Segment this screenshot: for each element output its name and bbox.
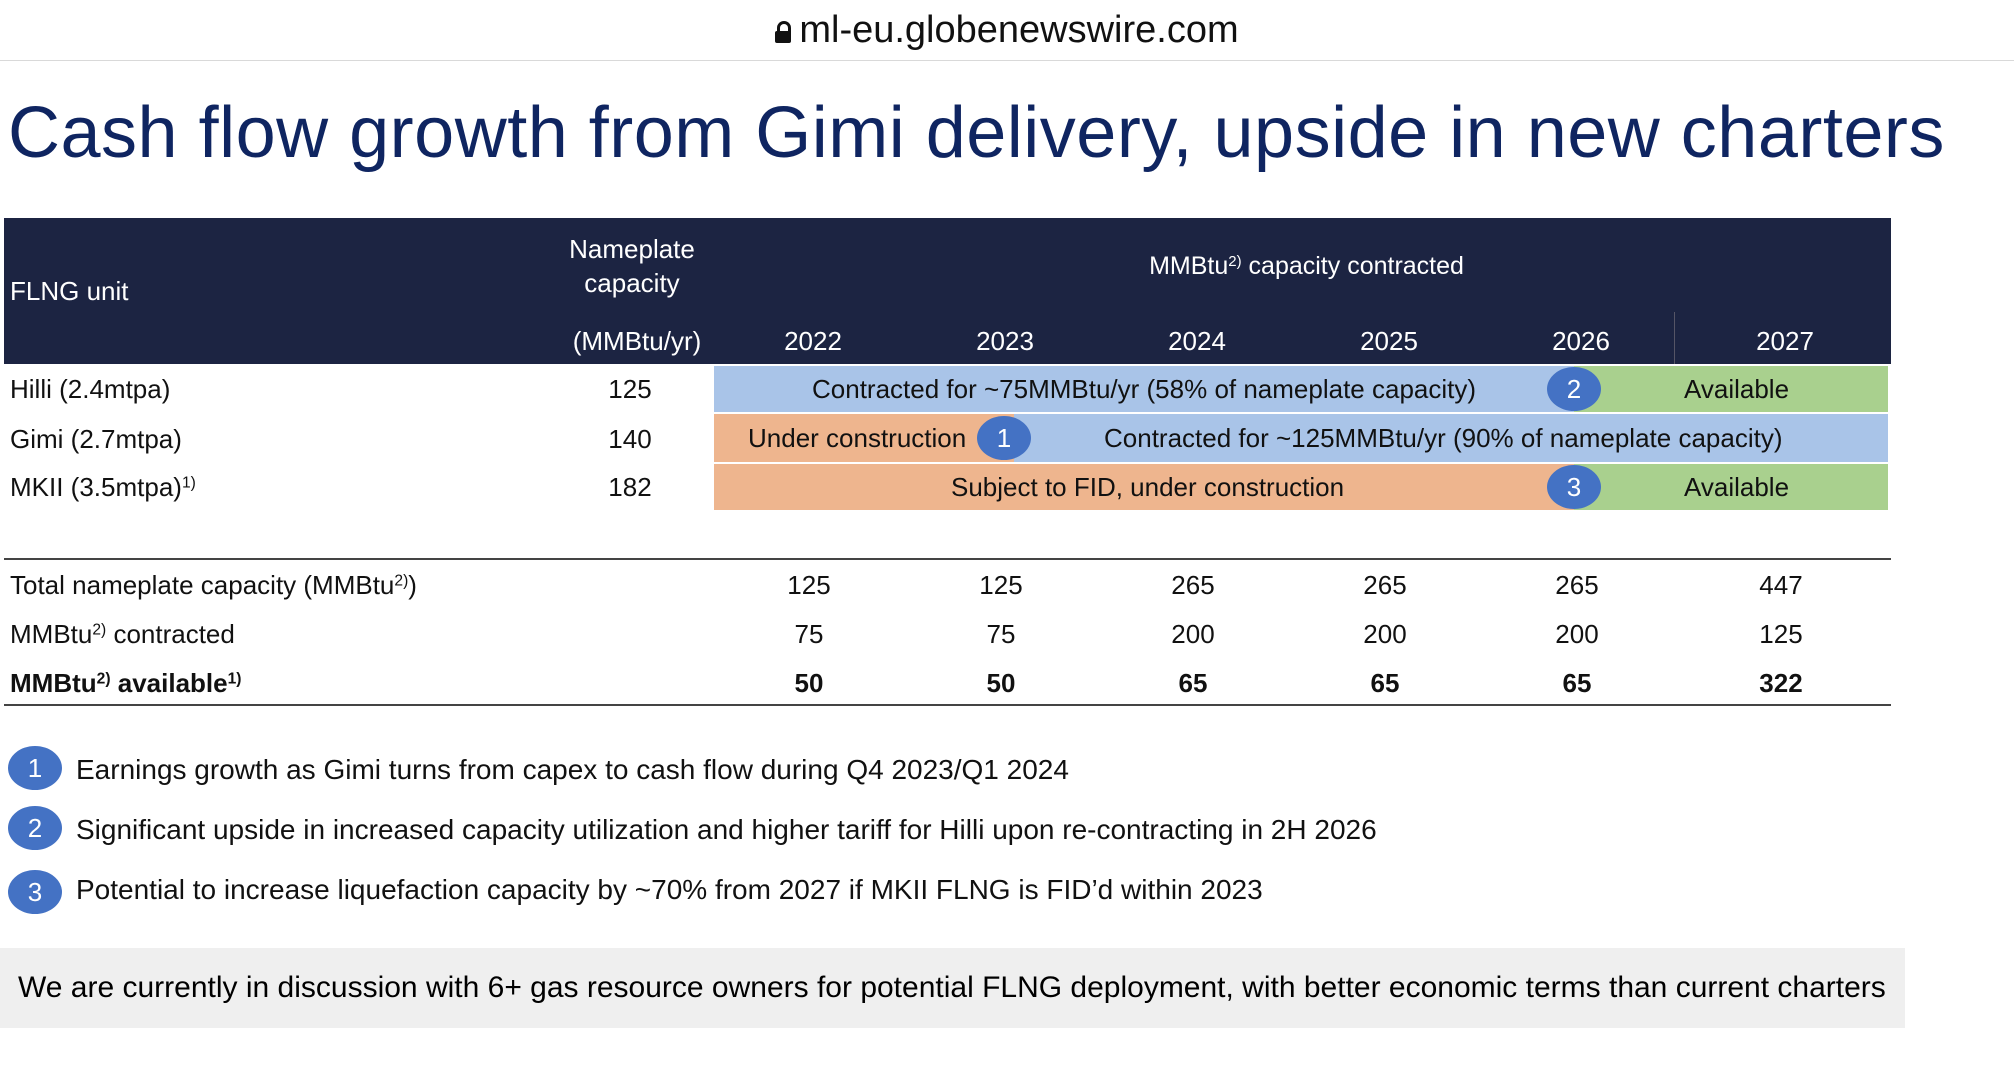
summary-value: 200 — [1171, 619, 1215, 649]
note-1-text: Earnings growth as Gimi turns from capex… — [76, 754, 1069, 785]
footnote-1-marker: 1) — [181, 474, 196, 492]
header-nameplate-line2: capacity — [584, 268, 680, 298]
header-mmbtu-contracted: MMBtu2) capacity contracted — [722, 252, 1891, 281]
summary-value: 125 — [1759, 619, 1803, 649]
header-nameplate-line1: Nameplate — [569, 234, 695, 264]
summary-value: 265 — [1555, 570, 1599, 600]
bar-hilli-available-label: Available — [1684, 374, 1790, 404]
header-mmbtu-suffix: capacity contracted — [1241, 252, 1464, 280]
summary-value: 447 — [1759, 570, 1803, 600]
bar-hilli-contracted-label: Contracted for ~75MMBtu/yr (58% of namep… — [812, 374, 1477, 404]
header-year: 2023 — [976, 326, 1034, 356]
summary-value: 65 — [1178, 668, 1208, 698]
discussion-banner-text: We are currently in discussion with 6+ g… — [18, 971, 1886, 1004]
summary-value: 65 — [1562, 668, 1592, 698]
summary-value: 50 — [794, 668, 824, 698]
note-2-text: Significant upside in increased capacity… — [76, 814, 1377, 845]
row-label-hilli: Hilli (2.4mtpa) — [10, 374, 171, 404]
summary-value: 75 — [794, 619, 824, 649]
browser-url-bar[interactable]: ml-eu.globenewswire.com — [0, 0, 2014, 61]
header-divider — [1674, 312, 1675, 364]
badge-3: 3 — [1547, 465, 1601, 509]
row-label-gimi: Gimi (2.7mtpa) — [10, 424, 182, 454]
summary-value: 265 — [1363, 570, 1407, 600]
summary-label-contracted: MMBtu2) contracted — [10, 619, 235, 649]
table-header: FLNG unit Nameplate capacity (MMBtu/yr) … — [4, 218, 1891, 364]
bar-mkii-construction-label: Subject to FID, under construction — [951, 472, 1345, 502]
summary-value: 200 — [1555, 619, 1599, 649]
summary-bottom-rule — [4, 704, 1891, 706]
row-label-mkii: MKII (3.5mtpa)1) — [10, 472, 196, 502]
note-badge-1: 1 — [8, 746, 62, 790]
bar-gimi-construction-label: Under construction — [748, 423, 967, 453]
bar-gimi-construction: Under construction — [714, 414, 1014, 462]
bar-mkii-available: Available — [1574, 464, 1888, 510]
header-nameplate: Nameplate capacity — [552, 232, 712, 300]
header-year: 2022 — [784, 326, 842, 356]
header-year: 2026 — [1552, 326, 1610, 356]
summary-value: 75 — [986, 619, 1016, 649]
summary-value: 50 — [986, 668, 1016, 698]
header-year: 2025 — [1360, 326, 1418, 356]
bar-gimi-contracted: Contracted for ~125MMBtu/yr (90% of name… — [1014, 414, 1888, 462]
summary-label-available: MMBtu2) available1) — [10, 668, 242, 698]
summary-value: 265 — [1171, 570, 1215, 600]
note-3-text: Potential to increase liquefaction capac… — [76, 874, 1263, 905]
lock-icon — [775, 21, 792, 43]
row-capacity-gimi: 140 — [608, 424, 652, 454]
summary-top-rule — [4, 558, 1891, 560]
bar-mkii-available-label: Available — [1684, 472, 1790, 502]
badge-2: 2 — [1547, 367, 1601, 411]
page-title: Cash flow growth from Gimi delivery, ups… — [8, 93, 1945, 173]
header-year: 2027 — [1756, 326, 1814, 356]
note-badge-3: 3 — [8, 870, 62, 914]
header-year: 2024 — [1168, 326, 1226, 356]
summary-label-total: Total nameplate capacity (MMBtu2)) — [10, 570, 417, 600]
bar-hilli-available: Available — [1574, 366, 1888, 412]
summary-value: 65 — [1370, 668, 1400, 698]
row-capacity-hilli: 125 — [608, 374, 652, 404]
footnote-2-marker: 2) — [1228, 252, 1242, 270]
url-text[interactable]: ml-eu.globenewswire.com — [799, 8, 1239, 51]
header-mmbtu-prefix: MMBtu — [1149, 252, 1229, 280]
note-badge-2: 2 — [8, 806, 62, 850]
summary-value: 125 — [787, 570, 831, 600]
summary-value: 322 — [1759, 668, 1803, 698]
row-capacity-mkii: 182 — [608, 472, 652, 502]
header-nameplate-unit: (MMBtu/yr) — [572, 326, 702, 356]
discussion-banner: We are currently in discussion with 6+ g… — [0, 948, 1905, 1028]
badge-1: 1 — [977, 416, 1031, 460]
summary-value: 125 — [979, 570, 1023, 600]
bar-gimi-contracted-label: Contracted for ~125MMBtu/yr (90% of name… — [1104, 423, 1783, 453]
summary-value: 200 — [1363, 619, 1407, 649]
header-flng-unit: FLNG unit — [10, 276, 129, 306]
